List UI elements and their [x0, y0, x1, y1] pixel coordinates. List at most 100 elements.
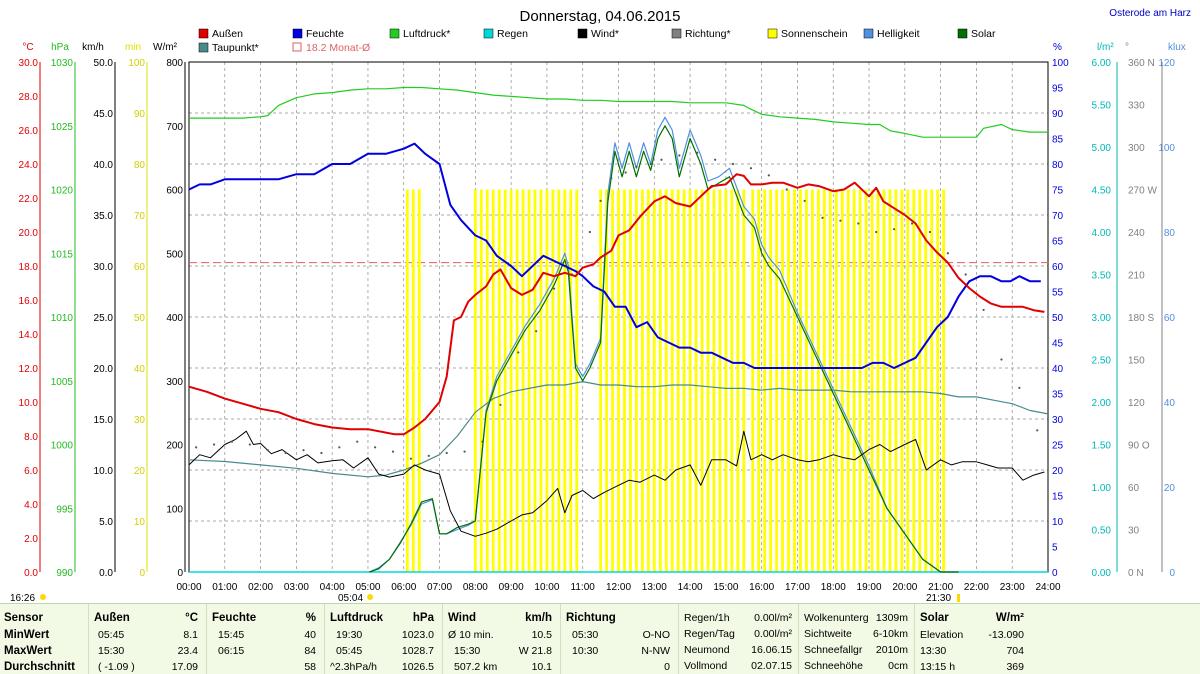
pressure-axis-tick: 1030 — [51, 58, 74, 69]
direction-dot — [749, 167, 753, 170]
sunshine-bar — [563, 189, 567, 572]
pressure-axis-unit: hPa — [51, 42, 69, 53]
stats-wind-mean-value: 10.1 — [531, 661, 552, 673]
stats-rain-day-label: Regen/Tag — [684, 628, 735, 640]
sunshine-bar — [822, 189, 826, 572]
stats-cloud-column: Wolkenunterg 1309m Sichtweite 6-10km Sch… — [798, 604, 915, 674]
direction-dot — [839, 219, 842, 222]
direction-axis-tick: 30 — [1128, 526, 1140, 537]
stats-wind-avg-label: Ø 10 min. — [448, 629, 494, 641]
direction-dot — [821, 216, 824, 219]
temperature-axis-tick: 22.0 — [19, 194, 39, 205]
sunshine-bar — [629, 189, 632, 572]
pressure-axis-tick: 995 — [56, 504, 73, 515]
humidity-axis-tick: 20 — [1052, 466, 1064, 477]
stats-row-label-avg: Durchschnitt — [4, 661, 75, 673]
stats-newmoon-label: Neumond — [684, 644, 730, 656]
wind-axis-tick: 35.0 — [94, 211, 114, 222]
sunshine-bar — [479, 189, 483, 572]
stats-direction-min-time: 05:30 — [572, 629, 599, 641]
solar-axis-tick: 700 — [166, 122, 183, 133]
legend-swatch — [483, 28, 494, 39]
temperature-axis-tick: 28.0 — [19, 92, 39, 103]
humidity-axis-tick: 10 — [1052, 517, 1064, 528]
temperature-axis-tick: 2.0 — [24, 534, 38, 545]
sunshine-bar — [864, 189, 868, 572]
temperature-axis-tick: 14.0 — [19, 330, 39, 341]
stats-pressure-trend: ^2.3hPa/h — [330, 661, 377, 673]
temperature-axis-tick: 26.0 — [19, 126, 39, 137]
lux-axis-tick: 80 — [1164, 228, 1176, 239]
direction-dot — [1018, 386, 1021, 389]
wind-axis-tick: 5.0 — [99, 517, 113, 528]
stats-temp-title: Außen — [94, 612, 130, 624]
rain-axis-tick: 4.00 — [1092, 228, 1112, 239]
pressure-axis-tick: 1005 — [51, 377, 74, 388]
pressure-axis-tick: 990 — [56, 568, 73, 579]
temperature-axis-tick: 30.0 — [19, 58, 39, 69]
sunshine-bar — [757, 189, 761, 572]
time-axis-tick: 03:00 — [284, 582, 309, 593]
direction-dot — [230, 440, 234, 443]
stats-sensor-header: Sensor — [4, 612, 43, 624]
stats-humidity-min-value: 40 — [304, 629, 316, 641]
sunshine-bar — [828, 189, 832, 572]
direction-dot — [338, 446, 341, 449]
sunshine-bar — [545, 189, 549, 572]
direction-dot — [678, 154, 681, 157]
direction-dot — [649, 162, 652, 166]
time-axis-tick: 24:00 — [1035, 582, 1060, 593]
humidity-axis-tick: 50 — [1052, 313, 1064, 324]
sunshine-bar — [810, 189, 814, 572]
sunshine-bar — [521, 189, 525, 572]
humidity-axis-tick: 75 — [1052, 186, 1064, 197]
direction-dot — [499, 403, 502, 406]
current-time-label: 16:26 — [10, 593, 35, 603]
sunshine-bar — [557, 189, 561, 572]
rain-axis-tick: 3.00 — [1092, 313, 1112, 324]
rain-axis-tick: 4.50 — [1092, 186, 1112, 197]
temperature-axis-tick: 18.0 — [19, 262, 39, 273]
sunshine-bar — [623, 189, 626, 572]
sunshine-bar — [682, 189, 686, 572]
sunshine-bar — [605, 189, 608, 572]
sunshine-bar — [876, 189, 880, 572]
stats-temperature-column: Außen °C 05:45 8.1 15:30 23.4 ( -1.09 ) … — [88, 604, 207, 674]
stats-direction-max-value: N-NW — [641, 645, 670, 657]
direction-dot — [212, 443, 216, 446]
time-axis-tick: 21:00 — [928, 582, 953, 593]
legend-label: Solar — [971, 28, 996, 40]
stats-humidity-min-time: 15:45 — [218, 629, 245, 641]
legend-swatch — [767, 28, 778, 39]
time-axis-tick: 15:00 — [713, 582, 738, 593]
sunshine-bar — [503, 189, 507, 572]
lux-axis-unit: klux — [1168, 42, 1186, 53]
sunset-marker-icon — [957, 594, 960, 602]
sunshine-bar — [712, 189, 716, 572]
direction-dot — [964, 273, 967, 276]
stats-solar-duration: 13:15 h — [920, 661, 956, 673]
humidity-axis-tick: 80 — [1052, 160, 1064, 171]
stats-pressure-max-value: 1028.7 — [401, 645, 434, 657]
rain-axis-tick: 2.50 — [1092, 356, 1112, 367]
stats-direction-min-value: O-NO — [642, 629, 670, 641]
sunshine-bar — [781, 189, 784, 572]
stats-humidity-max-value: 84 — [304, 645, 316, 657]
sunshine-bar — [900, 189, 904, 572]
stats-fullmoon-label: Vollmond — [684, 660, 728, 672]
direction-axis-tick: 300 — [1128, 143, 1145, 154]
stats-humidity-column: Feuchte % 15:45 40 06:15 84 58 — [206, 604, 325, 674]
lux-axis-tick: 20 — [1164, 483, 1176, 494]
sunshine-bar — [769, 189, 773, 572]
stats-solar-max-time: 13:30 — [920, 645, 947, 657]
sunshine-bar — [497, 189, 501, 572]
time-axis-tick: 17:00 — [785, 582, 810, 593]
sunshine-axis-tick: 30 — [134, 415, 146, 426]
sunshine-bar — [906, 189, 910, 572]
dewpoint-line — [188, 381, 1049, 478]
stats-rain-day-value: 0.00l/m² — [754, 628, 792, 640]
rain-axis-tick: 0.00 — [1092, 568, 1112, 579]
stats-visibility-value: 6-10km — [872, 628, 908, 640]
direction-dot — [731, 162, 735, 166]
direction-dot — [1000, 358, 1003, 361]
